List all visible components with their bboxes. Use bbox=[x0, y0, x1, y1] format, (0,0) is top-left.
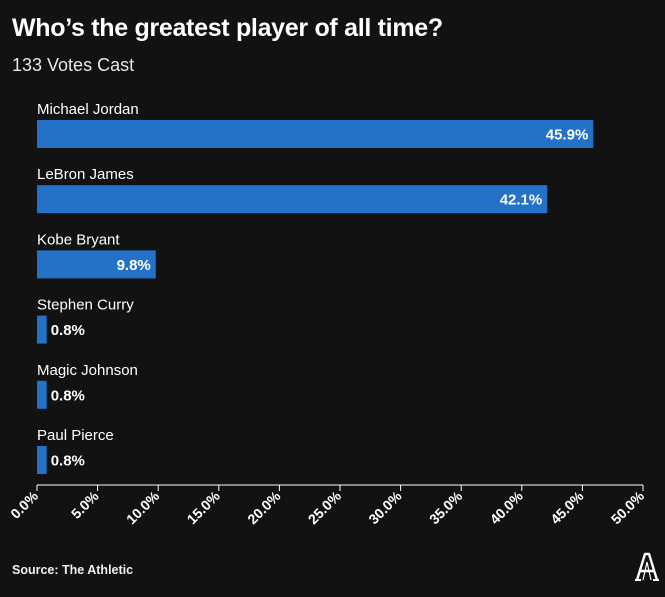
bar-value-label: 0.8% bbox=[51, 453, 85, 470]
x-tick-label: 35.0% bbox=[426, 487, 466, 527]
chart-title: Who’s the greatest player of all time? bbox=[12, 14, 443, 42]
x-tick-label: 10.0% bbox=[123, 487, 163, 527]
source-note: Source: The Athletic bbox=[12, 563, 134, 577]
x-tick-label: 40.0% bbox=[487, 487, 527, 527]
category-label: Magic Johnson bbox=[37, 362, 138, 379]
x-tick-label: 5.0% bbox=[68, 487, 102, 521]
category-label: Kobe Bryant bbox=[37, 231, 120, 248]
bar bbox=[37, 380, 47, 409]
x-tick-label: 50.0% bbox=[608, 487, 648, 527]
bar bbox=[37, 185, 548, 214]
bar-value-label: 9.8% bbox=[117, 257, 151, 274]
x-tick-label: 30.0% bbox=[365, 487, 405, 527]
bar bbox=[37, 315, 47, 344]
chart-subtitle: 133 Votes Cast bbox=[12, 55, 135, 75]
bar bbox=[37, 120, 594, 148]
x-tick-label: 15.0% bbox=[184, 487, 224, 527]
bar-value-label: 42.1% bbox=[500, 192, 543, 209]
athletic-logo-icon bbox=[635, 552, 659, 581]
bar-value-label: 45.9% bbox=[546, 127, 589, 144]
x-tick-label: 25.0% bbox=[305, 487, 345, 527]
bar-value-label: 0.8% bbox=[51, 322, 85, 339]
bar bbox=[37, 250, 156, 279]
category-label: Michael Jordan bbox=[37, 101, 139, 118]
x-tick-label: 0.0% bbox=[7, 487, 41, 521]
category-label: Paul Pierce bbox=[37, 427, 114, 444]
bar bbox=[37, 446, 47, 474]
x-tick-label: 20.0% bbox=[244, 487, 284, 527]
bar-value-label: 0.8% bbox=[51, 387, 85, 404]
x-tick-label: 45.0% bbox=[547, 487, 587, 527]
category-label: LeBron James bbox=[37, 166, 134, 183]
bar-chart: Michael Jordan 45.9% LeBron James 42.1% Kobe… bbox=[7, 101, 648, 527]
category-label: Stephen Curry bbox=[37, 297, 134, 314]
